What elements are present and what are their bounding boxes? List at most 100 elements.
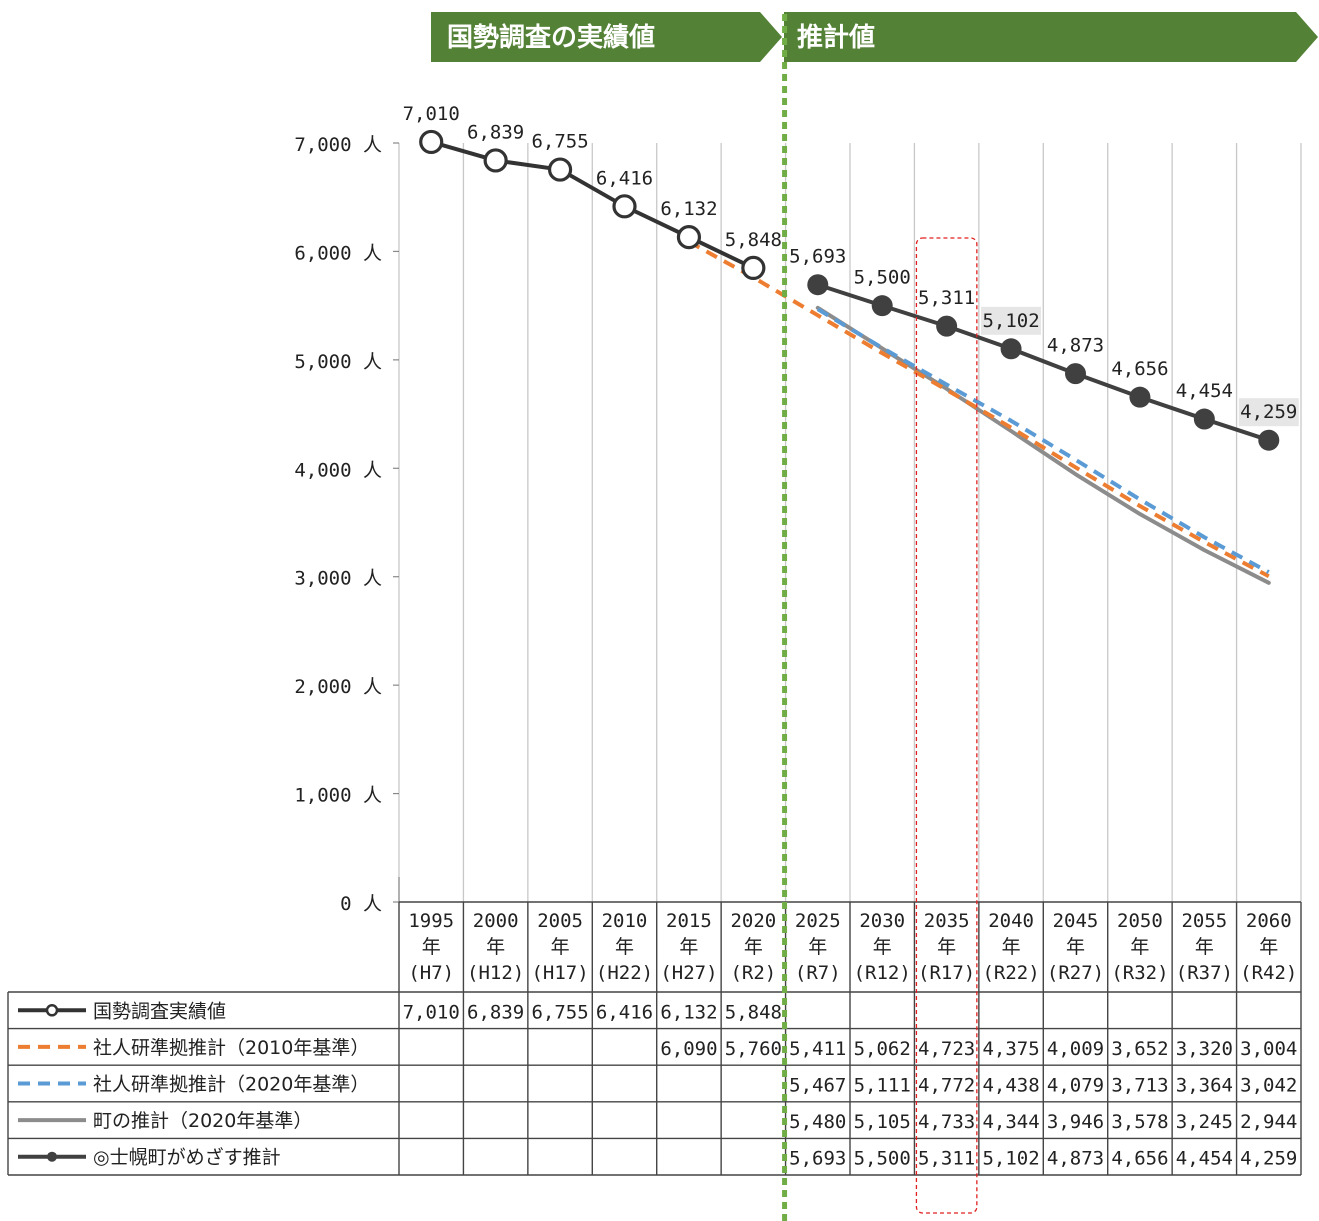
x-category-year: 2005 [537, 910, 583, 932]
legend-series-name: 国勢調査実績値 [93, 1000, 226, 1022]
table-cell-value: 4,723 [918, 1038, 975, 1060]
table-cell-value: 5,411 [789, 1038, 846, 1060]
y-tick-label: 3,000 人 [294, 568, 382, 590]
table-cell-value: 5,062 [854, 1038, 911, 1060]
data-point-marker [936, 315, 958, 337]
data-label: 5,311 [918, 287, 975, 309]
data-point-marker [676, 225, 702, 250]
data-label: 5,500 [854, 267, 911, 289]
table-cell-value: 4,079 [1047, 1075, 1104, 1097]
data-point-marker [483, 148, 508, 173]
data-point-marker [1258, 429, 1280, 451]
x-category-unit: 年 [551, 936, 570, 958]
table-cell-value: 3,578 [1111, 1111, 1168, 1133]
table-cell-value: 3,713 [1111, 1075, 1168, 1097]
x-category-unit: 年 [422, 936, 441, 958]
series-line [815, 282, 1271, 443]
data-label: 5,848 [725, 229, 782, 251]
data-label: 4,656 [1111, 358, 1168, 380]
x-category-unit: 年 [1259, 936, 1278, 958]
data-point-marker [807, 274, 829, 296]
data-label: 6,416 [596, 167, 653, 189]
table-cell-value: 4,772 [918, 1075, 975, 1097]
x-category-year: 2025 [795, 910, 841, 932]
x-category-year: 1995 [408, 910, 454, 932]
y-tick-label: 7,000 人 [294, 134, 382, 156]
table-cell-value: 4,344 [982, 1111, 1039, 1133]
x-category-era: (R2) [730, 962, 776, 984]
data-point-marker [547, 157, 573, 182]
legend-key-marker [47, 1151, 57, 1162]
data-label-box [981, 306, 1042, 335]
y-tick-label: 4,000 人 [294, 459, 382, 481]
plot-grid [393, 142, 1302, 903]
table-cell-value: 5,480 [789, 1111, 846, 1133]
table-cell-value: 6,132 [660, 1001, 717, 1023]
table-cell-value: 4,438 [982, 1075, 1039, 1097]
y-tick-label: 0 人 [340, 893, 382, 915]
highlight-2035-box [915, 237, 978, 1214]
x-category-year: 2055 [1181, 910, 1227, 932]
data-point-marker [1000, 338, 1022, 360]
data-label: 7,010 [403, 103, 460, 125]
y-tick-label: 6,000 人 [294, 242, 382, 264]
data-labels: 7,010 6,839 6,755 6,416 6,132 5,848 5,693 5,500… [403, 103, 1299, 427]
x-category-year: 2015 [666, 910, 712, 932]
data-label: 4,873 [1047, 335, 1104, 357]
x-category-era: (R7) [795, 962, 841, 984]
banner-actual [431, 12, 782, 62]
table-cell-value: 3,004 [1240, 1038, 1297, 1060]
table-cell-value: 5,467 [789, 1075, 846, 1097]
x-category-era: (R32) [1111, 962, 1168, 984]
x-category-era: (H12) [467, 962, 524, 984]
table-cell-value: 4,259 [1240, 1148, 1297, 1170]
x-category-year: 2040 [988, 910, 1034, 932]
x-category-unit: 年 [937, 936, 956, 958]
table-cell-value: 2,944 [1240, 1111, 1297, 1133]
x-category-year: 2060 [1246, 910, 1292, 932]
x-category-unit: 年 [486, 936, 505, 958]
table-cell-value: 4,454 [1176, 1148, 1233, 1170]
banner-estimate [784, 12, 1318, 62]
data-point-marker [612, 194, 637, 219]
table-cell-value: 5,311 [918, 1148, 975, 1170]
x-category-year: 2030 [859, 910, 905, 932]
x-category-era: (R12) [854, 962, 911, 984]
table-cell-value: 5,500 [854, 1148, 911, 1170]
table-cell-value: 4,873 [1047, 1148, 1104, 1170]
x-category-year: 2035 [924, 910, 970, 932]
legend-series-name: 社人研準拠推計（2020年基準） [93, 1074, 369, 1096]
series-line [816, 307, 1270, 574]
x-category-year: 2020 [730, 910, 776, 932]
x-category-era: (R27) [1047, 962, 1104, 984]
banner-estimate-label: 推計値 [797, 22, 875, 53]
table-cell-value: 6,416 [596, 1001, 653, 1023]
data-point-marker [871, 295, 893, 317]
x-category-unit: 年 [1195, 936, 1214, 958]
data-point-marker [741, 255, 766, 281]
data-point-marker [419, 129, 444, 155]
overlays [782, 14, 978, 1221]
table-cell-value: 4,656 [1111, 1148, 1168, 1170]
legend-series-name: 社人研準拠推計（2010年基準） [93, 1037, 369, 1059]
x-category-era: (H22) [596, 962, 653, 984]
table-cell-value: 3,042 [1240, 1075, 1297, 1097]
legend-series-name: ◎士幌町がめざす推計 [93, 1146, 281, 1169]
data-point-marker [1065, 363, 1086, 385]
data-label: 4,454 [1176, 380, 1233, 402]
y-tick-label: 5,000 人 [294, 351, 382, 373]
y-tick-label: 2,000 人 [294, 676, 382, 698]
table-cell-value: 6,755 [531, 1001, 588, 1023]
table-cell-value: 5,760 [725, 1038, 782, 1060]
x-category-unit: 年 [615, 936, 634, 958]
x-category-era: (H17) [531, 962, 588, 984]
data-point-marker [1193, 408, 1215, 430]
table-cell-value: 7,010 [403, 1001, 460, 1023]
legend-series-name: 町の推計（2020年基準） [93, 1110, 312, 1132]
x-category-era: (R17) [918, 962, 975, 984]
table-cell-value: 6,839 [467, 1001, 524, 1023]
table-cell-value: 3,946 [1047, 1111, 1104, 1133]
legend-key-marker [45, 1004, 59, 1017]
data-point-marker [1129, 386, 1151, 408]
